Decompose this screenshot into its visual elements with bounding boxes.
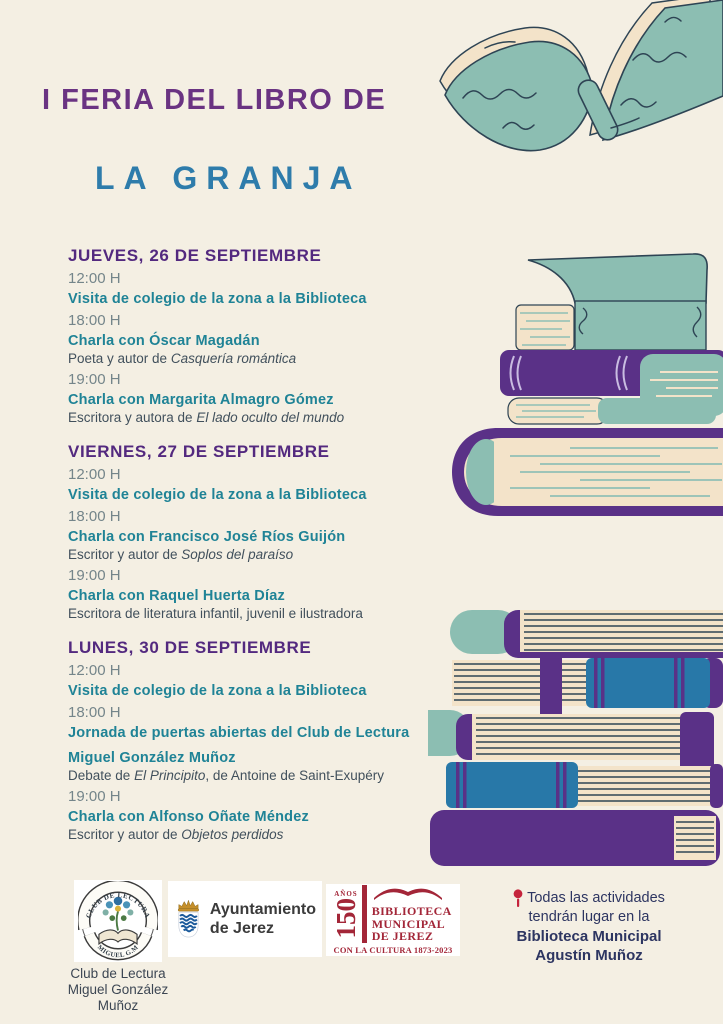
biblioteca-municipal-logo: AÑOS 150 BIBLIOTECA MUNICIPAL DE JEREZ C… <box>326 884 460 956</box>
event-detail: Debate de El Principito, de Antoine de S… <box>68 768 384 783</box>
club-de-lectura-logo: CLUB DE LECTURA MIGUEL G.M <box>74 880 162 962</box>
biblioteca-name: BIBLIOTECA MUNICIPAL DE JEREZ <box>361 885 452 943</box>
event-title: Charla con Margarita Almagro Gómez <box>68 392 334 408</box>
club-emblem-icon: CLUB DE LECTURA MIGUEL G.M <box>78 881 158 961</box>
note-venue-line2: Agustín Muñoz <box>535 947 643 964</box>
note-venue-line1: Biblioteca Municipal <box>516 928 662 945</box>
event-detail: Escritora de literatura infantil, juveni… <box>68 606 363 621</box>
note-line1: Todas las actividades <box>527 890 665 906</box>
event-title: Charla con Francisco José Ríos Guijón <box>68 529 346 545</box>
event-time: 18:00 H <box>68 312 121 329</box>
note-line2: tendrán lugar en la <box>528 909 650 925</box>
ayuntamiento-jerez-logo: Ayuntamiento de Jerez <box>168 881 322 957</box>
location-pin-icon <box>513 889 523 907</box>
event-title: Charla con Alfonso Oñate Méndez <box>68 809 309 825</box>
event-time: 19:00 H <box>68 567 121 584</box>
club-logo-caption: Club de Lectura Miguel González Muñoz <box>67 966 169 1013</box>
event-time: 18:00 H <box>68 704 121 721</box>
event-time: 12:00 H <box>68 270 121 287</box>
event-title: Visita de colegio de la zona a la Biblio… <box>68 487 367 503</box>
ayuntamiento-label: Ayuntamiento de Jerez <box>209 901 316 937</box>
event-detail: Escritora y autora de El lado oculto del… <box>68 410 345 425</box>
location-note: Todas las actividades tendrán lugar en l… <box>500 889 678 965</box>
event-title-line2: Miguel González Muñoz <box>68 750 236 766</box>
event-title: Charla con Óscar Magadán <box>68 333 260 349</box>
section-jueves: JUEVES, 26 DE SEPTIEMBRE 12:00 H Visita … <box>68 246 470 426</box>
section-heading: LUNES, 30 DE SEPTIEMBRE <box>68 638 312 657</box>
event-time: 12:00 H <box>68 466 121 483</box>
event-title: Visita de colegio de la zona a la Biblio… <box>68 683 367 699</box>
event-time: 19:00 H <box>68 371 121 388</box>
jerez-shield-icon <box>177 899 199 938</box>
open-book-icon <box>373 888 442 901</box>
section-lunes: LUNES, 30 DE SEPTIEMBRE 12:00 H Visita d… <box>68 638 470 843</box>
event-title: Jornada de puertas abiertas del Club de … <box>68 725 410 741</box>
event-detail: Escritor y autor de Soplos del paraíso <box>68 547 294 562</box>
poster-title-line2: LA GRANJA <box>95 160 362 196</box>
event-detail: Escritor y autor de Objetos perdidos <box>68 827 284 842</box>
event-time: 19:00 H <box>68 788 121 805</box>
section-viernes: VIERNES, 27 DE SEPTIEMBRE 12:00 H Visita… <box>68 442 470 622</box>
flying-open-book-illustration <box>439 0 723 152</box>
event-time: 12:00 H <box>68 662 121 679</box>
poster-title-line1: I FERIA DEL LIBRO DE <box>42 84 387 116</box>
biblioteca-150-anios: AÑOS 150 <box>330 889 361 939</box>
biblioteca-tagline: CON LA CULTURA 1873-2023 <box>333 944 453 955</box>
book-stack-middle-illustration <box>452 253 723 516</box>
event-title: Charla con Raquel Huerta Díaz <box>68 588 285 604</box>
event-time: 18:00 H <box>68 508 121 525</box>
bookmark-ribbon <box>540 658 562 726</box>
section-heading: JUEVES, 26 DE SEPTIEMBRE <box>68 246 322 265</box>
book-stack-bottom-illustration <box>428 610 723 866</box>
event-schedule: JUEVES, 26 DE SEPTIEMBRE 12:00 H Visita … <box>68 246 470 859</box>
event-title: Visita de colegio de la zona a la Biblio… <box>68 291 367 307</box>
event-detail: Poeta y autor de Casquería romántica <box>68 351 297 366</box>
section-heading: VIERNES, 27 DE SEPTIEMBRE <box>68 442 330 461</box>
